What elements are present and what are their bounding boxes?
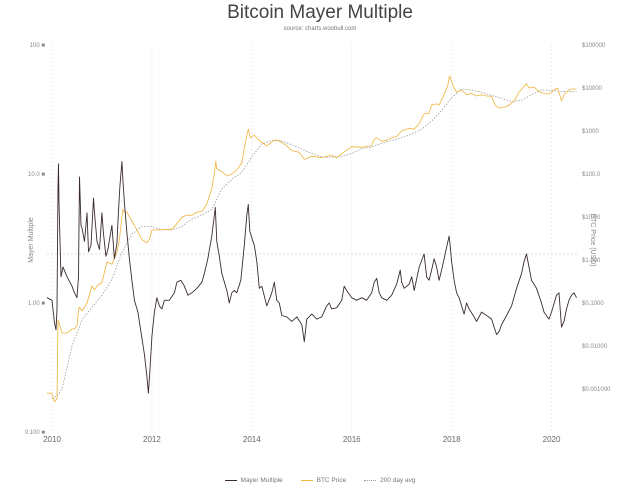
btc-price-line <box>47 75 577 403</box>
left-tick-label: 10.0 ■ <box>28 172 45 178</box>
right-tick-label: $0.01000 <box>582 344 608 350</box>
left-axis-label: Mayer Multiple <box>28 217 35 263</box>
right-tick-label: $10.00 <box>582 215 601 221</box>
legend-swatch-btc <box>300 480 313 481</box>
chart-subtitle: source: charts.woobull.com <box>283 26 357 32</box>
legend-item-ma[interactable]: 200 day avg <box>364 477 415 484</box>
x-tick-label: 2014 <box>243 435 261 444</box>
legend-label-btc: BTC Price <box>316 477 347 484</box>
series-group <box>46 75 577 403</box>
x-tick-label: 2020 <box>543 435 561 444</box>
left-tick-label: 1.00 ■ <box>28 301 45 307</box>
legend-swatch-mayer <box>224 480 237 481</box>
x-axis-ticks: 2010 2012 2014 2016 2018 2020 <box>43 435 561 444</box>
right-tick-label: $10000 <box>582 86 603 92</box>
left-tick-label: 0.100 ■ <box>25 430 46 436</box>
right-axis-label: BTC Price (USD) <box>589 213 596 266</box>
legend-swatch-ma <box>364 480 377 481</box>
legend-label-ma: 200 day avg <box>380 477 416 484</box>
x-tick-label: 2018 <box>443 435 461 444</box>
right-tick-label: $100000 <box>582 43 606 49</box>
right-tick-label: $0.1000 <box>582 301 604 307</box>
right-axis-ticks: $100000 $10000 $1000 $100.0 $10.00 $1.000 $0.1… <box>582 43 611 393</box>
legend-item-btc[interactable]: BTC Price <box>300 477 347 484</box>
x-tick-label: 2016 <box>343 435 361 444</box>
x-tick-label: 2012 <box>143 435 161 444</box>
legend-item-mayer[interactable]: Mayer Multiple <box>224 477 283 484</box>
left-axis-ticks: 100 ■ 10.0 ■ 1.00 ■ 0.100 ■ <box>25 43 46 436</box>
right-tick-label: $100.0 <box>582 172 601 178</box>
legend-label-mayer: Mayer Multiple <box>240 477 283 484</box>
legend: Mayer Multiple BTC Price 200 day avg <box>0 476 640 484</box>
x-tick-label: 2010 <box>43 435 61 444</box>
mayer-multiple-line <box>46 161 577 394</box>
left-tick-label: 100 ■ <box>30 43 46 49</box>
ma-200-line <box>51 88 577 399</box>
vertical-grid <box>51 45 552 432</box>
right-tick-label: $1.000 <box>582 258 601 264</box>
right-tick-label: $1000 <box>582 129 599 135</box>
right-tick-label: $0.001000 <box>582 387 611 393</box>
chart-title: Bitcoin Mayer Multiple <box>227 2 413 23</box>
